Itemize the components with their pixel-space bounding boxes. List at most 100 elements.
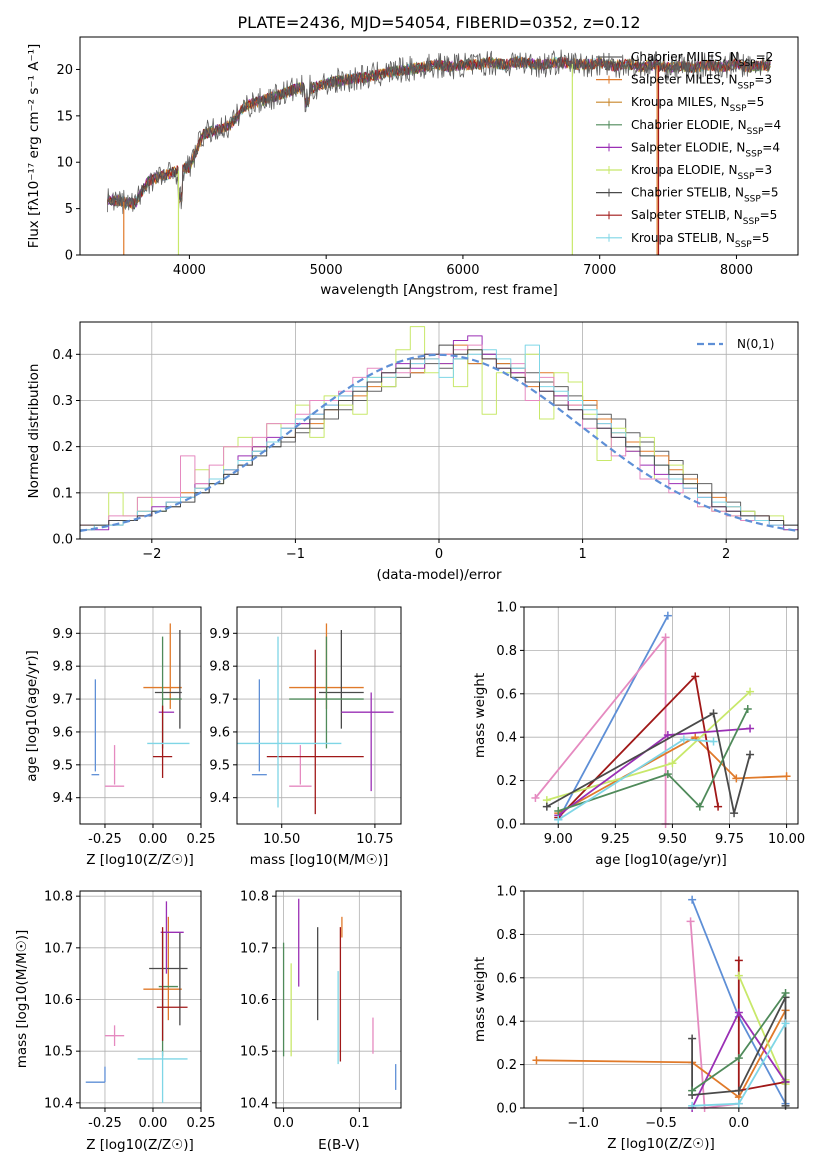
y-tick-label: 9.7 <box>209 693 230 708</box>
y-axis-label: mass weight <box>472 957 488 1042</box>
y-tick-label: 10.6 <box>240 993 269 1008</box>
panel-axes <box>523 606 799 825</box>
y-tick-label: 0.3 <box>52 394 73 409</box>
x-axis-label: Z [log10(Z/Z☉)] <box>607 1136 715 1152</box>
y-tick-label: 10.4 <box>240 1096 269 1111</box>
legend-label: Kroupa MILES, NSSP=5 <box>631 95 764 114</box>
y-axis-label: Flux [fλ10⁻¹⁷ erg cm⁻² s⁻¹ A⁻¹] <box>26 44 42 249</box>
y-tick-label: 9.5 <box>52 758 73 773</box>
y-axis-label: age [log10(age/yr)] <box>24 650 40 782</box>
y-tick-label: 10.7 <box>240 941 269 956</box>
x-axis-label: age [log10(age/yr)] <box>595 852 727 868</box>
x-tick-label: 2 <box>722 547 730 562</box>
y-tick-label: 0.6 <box>496 971 517 986</box>
y-tick-label: 10.5 <box>44 1045 73 1060</box>
legend-label: Salpeter MILES, NSSP=3 <box>631 73 772 92</box>
x-tick-label: 0 <box>435 547 443 562</box>
y-tick-label: 10.8 <box>44 890 73 905</box>
x-tick-label: −2 <box>142 547 161 562</box>
y-tick-label: 0.8 <box>496 928 517 943</box>
x-tick-label: 0.0 <box>728 1116 749 1131</box>
y-tick-label: 0.4 <box>496 1015 517 1030</box>
x-tick-label: −0.5 <box>645 1116 677 1131</box>
legend-label: Salpeter STELIB, NSSP=5 <box>631 208 777 227</box>
x-tick-label: -0.25 <box>88 1116 122 1131</box>
spectrum-line <box>107 49 771 215</box>
y-tick-label: 0.0 <box>52 533 73 548</box>
x-tick-label: 10.00 <box>768 832 805 847</box>
x-tick-label: 9.50 <box>658 832 687 847</box>
y-axis-label: Normed distribution <box>26 364 42 499</box>
y-tick-label: 0.4 <box>496 731 517 746</box>
y-tick-label: 0.6 <box>496 687 517 702</box>
y-tick-label: 9.9 <box>209 627 230 642</box>
y-tick-label: 9.7 <box>52 693 73 708</box>
x-tick-label: 10.75 <box>356 832 393 847</box>
x-tick-label: 9.00 <box>544 832 573 847</box>
y-tick-label: 20 <box>56 63 73 78</box>
y-tick-label: 10 <box>56 156 73 171</box>
x-tick-label: 7000 <box>583 263 616 278</box>
legend-label: Kroupa ELODIE, NSSP=3 <box>631 163 772 182</box>
weight-line <box>557 738 714 821</box>
y-tick-label: 0.0 <box>496 818 517 833</box>
chart-title: PLATE=2436, MJD=54054, FIBERID=0352, z=0… <box>237 13 640 32</box>
histogram-step <box>80 344 798 531</box>
x-tick-label: −1 <box>286 547 305 562</box>
x-tick-label: 0.00 <box>139 1116 168 1131</box>
y-tick-label: 1.0 <box>496 885 517 900</box>
y-tick-label: 0.2 <box>52 440 73 455</box>
y-tick-label: 9.5 <box>209 758 230 773</box>
y-tick-label: 10.7 <box>44 941 73 956</box>
legend-label: Chabrier STELIB, NSSP=5 <box>631 186 779 205</box>
y-tick-label: 10.8 <box>240 890 269 905</box>
x-axis-label: E(B-V) <box>318 1137 360 1153</box>
x-tick-label: 0.25 <box>187 832 216 847</box>
y-tick-label: 9.9 <box>52 627 73 642</box>
x-tick-label: 1 <box>578 547 586 562</box>
y-tick-label: 0.2 <box>496 774 517 789</box>
y-tick-label: 10.4 <box>44 1096 73 1111</box>
y-tick-label: 15 <box>56 109 73 124</box>
legend-label: Kroupa STELIB, NSSP=5 <box>631 231 769 250</box>
y-tick-label: 0.2 <box>496 1058 517 1073</box>
x-axis-label: mass [log10(M/M☉)] <box>250 852 389 868</box>
x-tick-label: 0.25 <box>187 1116 216 1131</box>
x-tick-label: 5000 <box>310 263 343 278</box>
y-tick-label: 0.8 <box>496 644 517 659</box>
legend-label: N(0,1) <box>737 337 774 351</box>
y-tick-label: 1.0 <box>496 601 517 616</box>
y-axis-label: mass [log10(M/M☉)] <box>14 930 30 1069</box>
panel-axes <box>236 606 402 825</box>
y-tick-label: 10.6 <box>44 993 73 1008</box>
x-axis-label: wavelength [Angstrom, rest frame] <box>320 282 558 298</box>
x-tick-label: 10.50 <box>263 832 300 847</box>
gaussian-curve <box>79 353 799 532</box>
y-tick-label: 0.1 <box>52 486 73 501</box>
y-tick-label: 0 <box>65 249 73 264</box>
y-tick-label: 5 <box>65 202 73 217</box>
y-tick-label: 0.4 <box>52 348 73 363</box>
y-tick-label: 9.8 <box>52 660 73 675</box>
spectrum-axes <box>79 36 799 256</box>
x-tick-label: 0.1 <box>349 1116 370 1131</box>
panel-axes <box>79 606 202 825</box>
legend-label: Chabrier ELODIE, NSSP=4 <box>631 118 781 137</box>
y-tick-label: 9.4 <box>209 791 230 806</box>
x-axis-label: Z [log10(Z/Z☉)] <box>86 852 194 868</box>
y-axis-label: mass weight <box>472 673 488 758</box>
x-tick-label: 4000 <box>173 263 206 278</box>
y-tick-label: 9.8 <box>209 660 230 675</box>
weight-line <box>536 1009 787 1099</box>
x-tick-label: 6000 <box>446 263 479 278</box>
y-tick-label: 10.5 <box>240 1045 269 1060</box>
x-tick-label: 8000 <box>720 263 753 278</box>
x-tick-label: 9.75 <box>715 832 744 847</box>
x-tick-label: -0.25 <box>88 832 122 847</box>
weight-line <box>557 615 669 821</box>
y-tick-label: 9.6 <box>209 725 230 740</box>
x-tick-label: 9.25 <box>601 832 630 847</box>
weight-line <box>558 708 749 812</box>
x-axis-label: Z [log10(Z/Z☉)] <box>86 1137 194 1153</box>
